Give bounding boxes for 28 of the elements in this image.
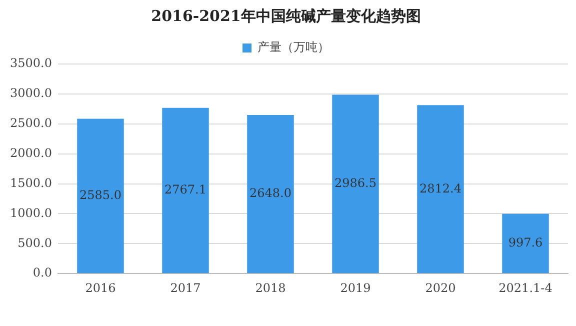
- bar: [332, 94, 379, 274]
- x-tick-label: 2020: [425, 280, 456, 295]
- y-tick-label: 1500.0: [10, 176, 52, 190]
- x-tick-label: 2016: [85, 280, 116, 295]
- y-tick-label: 2000.0: [10, 146, 52, 160]
- x-tick-label: 2019: [340, 280, 371, 295]
- x-tick-label: 2021.1-4: [498, 280, 553, 295]
- y-tick-label: 3000.0: [10, 86, 52, 100]
- data-label: 2986.5: [334, 176, 376, 190]
- data-label: 2767.1: [164, 182, 206, 197]
- data-label: 2585.0: [79, 188, 122, 202]
- data-label: 2812.4: [419, 181, 462, 196]
- y-tick-label: 1000.0: [10, 206, 52, 220]
- bar: [162, 108, 209, 274]
- data-label: 997.6: [508, 236, 543, 250]
- y-tick-label: 500.0: [18, 236, 52, 250]
- x-tick-label: 2017: [170, 280, 201, 295]
- y-tick-label: 3500.0: [10, 56, 52, 70]
- chart-title: 2016-2021年中国纯碱产量变化趋势图: [151, 6, 421, 25]
- bar: [247, 115, 294, 274]
- data-label: 2648.0: [249, 186, 292, 200]
- bar: [502, 214, 549, 274]
- y-tick-label: 0.0: [32, 266, 52, 280]
- x-tick-label: 2018: [255, 280, 286, 295]
- bar: [77, 118, 124, 274]
- legend-label: 产量（万吨）: [258, 40, 330, 54]
- y-tick-label: 2500.0: [10, 116, 52, 130]
- bar: [417, 105, 464, 274]
